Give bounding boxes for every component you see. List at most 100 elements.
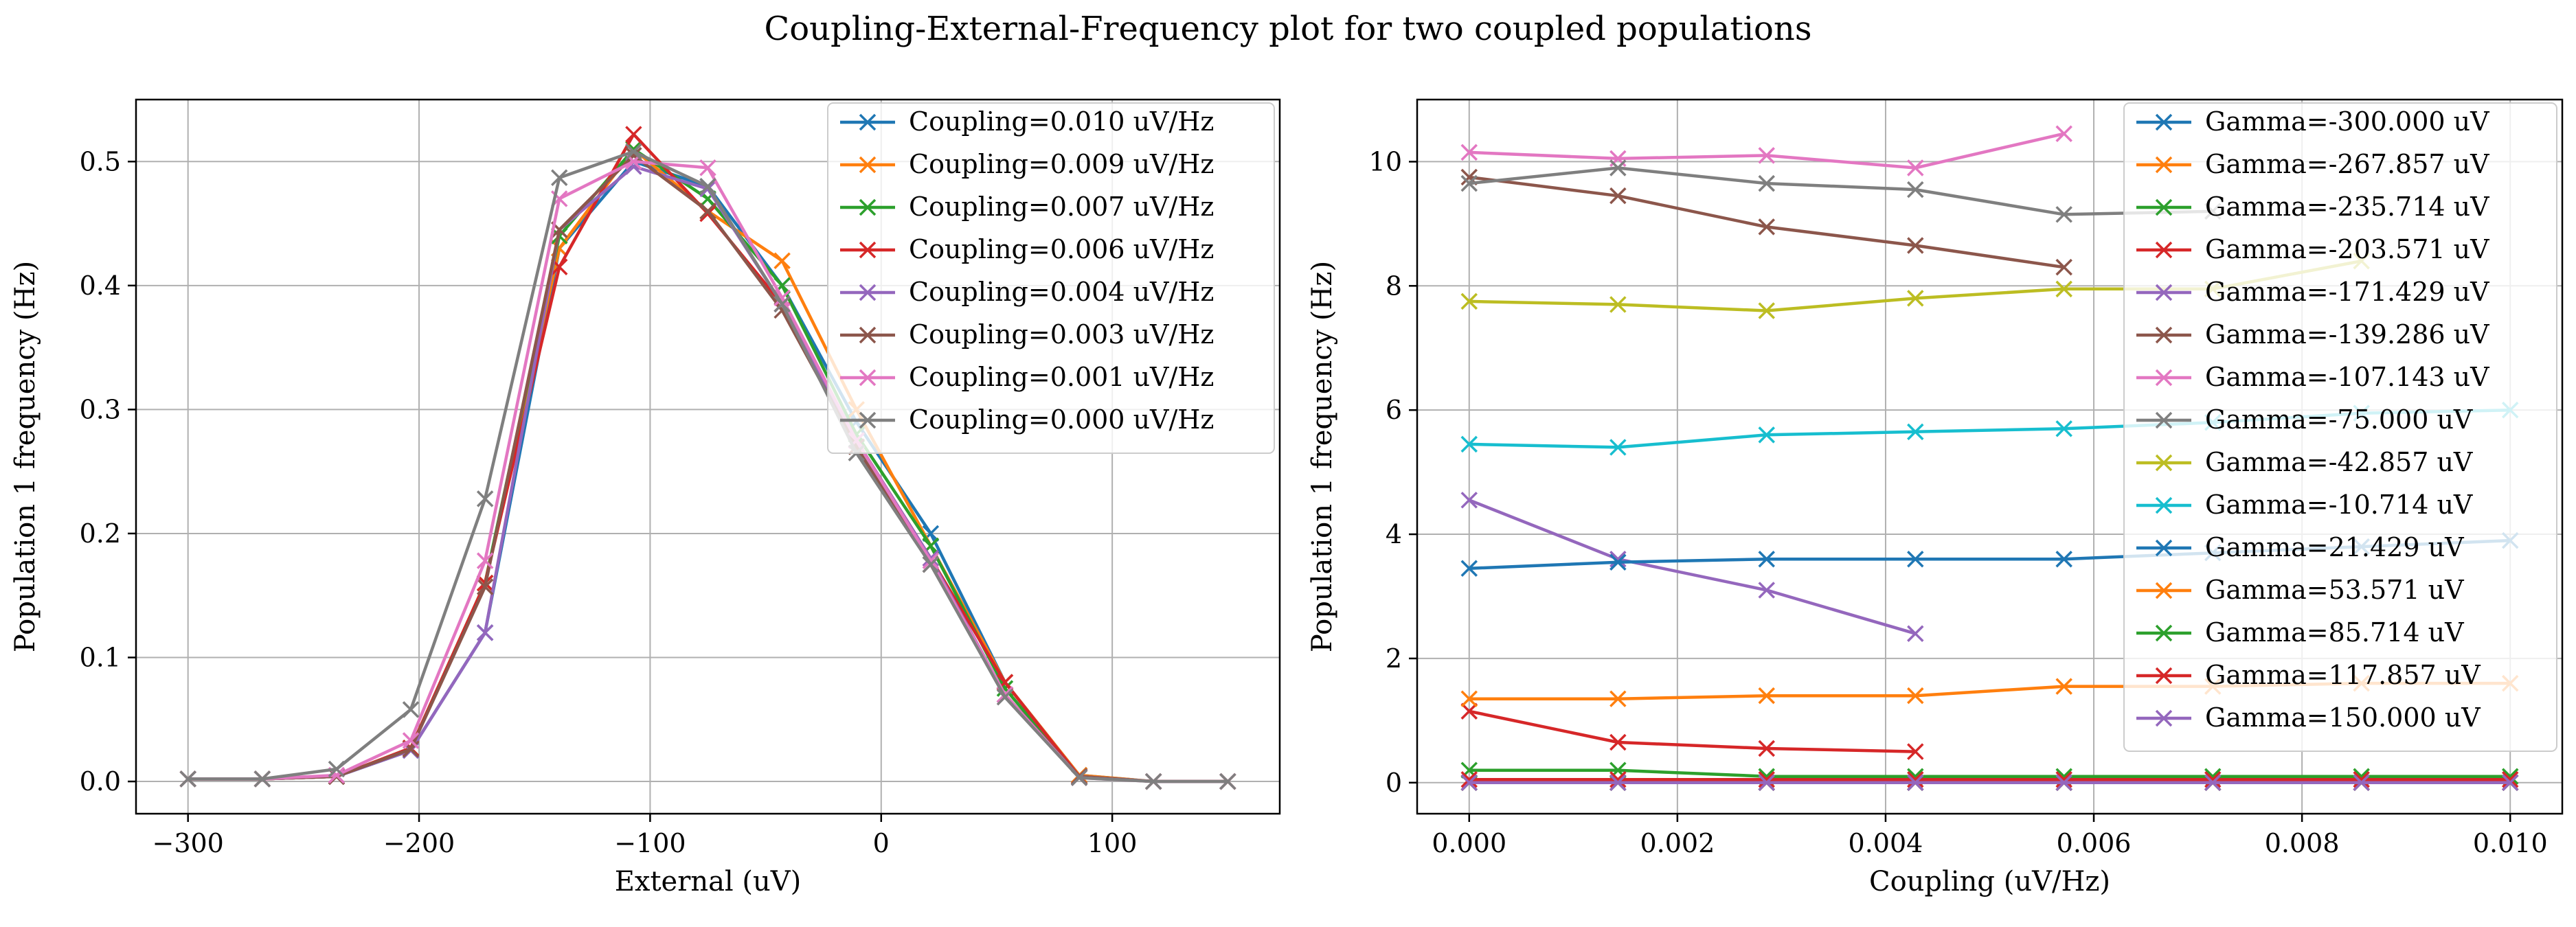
- chart1-series-4-line: [1468, 499, 1916, 635]
- chart1-series-7-point-1: [1609, 159, 1627, 176]
- chart1-series-11-point-0: [1460, 690, 1478, 707]
- chart0-legend-entry-7: Coupling=0.000 uV/Hz: [840, 404, 1214, 435]
- chart1-legend-marker-11: [2155, 582, 2173, 599]
- chart0-legend-entry-0: Coupling=0.010 uV/Hz: [840, 106, 1214, 137]
- chart1-series-4-point-0: [1460, 492, 1478, 509]
- chart1-legend-entry-2: Gamma=-235.714 uV: [2136, 192, 2489, 222]
- chart1-xtick-label-4: 0.008: [2265, 828, 2340, 858]
- chart1-series-13-point-0: [1460, 771, 1478, 788]
- chart1-series-14-point-3: [1907, 774, 1924, 792]
- chart0-xtick-label-2: −100: [614, 828, 686, 858]
- chart1-xtick-label-2: 0.004: [1849, 828, 1923, 858]
- chart0-xtick-label-4: 100: [1087, 828, 1138, 858]
- chart0-legend-marker-2: [859, 198, 877, 216]
- chart1-legend-label-8: Gamma=-42.857 uV: [2205, 447, 2473, 477]
- chart1-legend-entry-13: Gamma=117.857 uV: [2136, 660, 2481, 690]
- chart1-series-14-point-1: [1609, 774, 1627, 792]
- chart1-series-11-point-3: [1907, 687, 1924, 705]
- chart0-series-3-point-6: [625, 126, 642, 143]
- chart0-legend-entry-5: Coupling=0.003 uV/Hz: [840, 319, 1214, 350]
- chart0-legend-label-4: Coupling=0.004 uV/Hz: [909, 277, 1214, 307]
- chart1-ytick-label-1: 2: [1386, 643, 1402, 674]
- chart1-series-3-point-2: [1758, 740, 1775, 757]
- chart1-series-14-point-2: [1758, 774, 1775, 792]
- chart1-xtick-label-3: 0.006: [2057, 828, 2132, 858]
- chart1-series-9-point-0: [1460, 435, 1478, 453]
- chart1-legend-marker-5: [2155, 326, 2173, 344]
- chart1-series-11-point-1: [1609, 690, 1627, 707]
- chart0-legend: Coupling=0.010 uV/Hz Coupling=0.009 uV/Hz…: [827, 102, 1275, 454]
- chart1-series-13-point-6: [2353, 771, 2370, 788]
- chart0-series-6-point-7: [699, 159, 716, 176]
- chart1-series-14-point-5: [2204, 774, 2222, 792]
- chart1-legend-marker-9: [2155, 496, 2173, 514]
- chart1-ytick-label-0: 0: [1386, 768, 1402, 798]
- chart1-legend-marker-8: [2155, 454, 2173, 472]
- chart0-series-7-point-7: [699, 178, 716, 195]
- chart1-legend-entry-1: Gamma=-267.857 uV: [2136, 149, 2489, 179]
- chart0-legend-entry-4: Coupling=0.004 uV/Hz: [840, 277, 1214, 307]
- chart1-series-4-point-1: [1609, 550, 1627, 568]
- chart1-series-14-point-7: [2501, 774, 2519, 792]
- chart0-series-7-point-1: [253, 770, 271, 788]
- chart1-legend-label-9: Gamma=-10.714 uV: [2205, 490, 2473, 520]
- chart1-series-13-point-4: [2055, 771, 2072, 788]
- chart1-series-10-point-1: [1609, 553, 1627, 571]
- chart1-series-13: [1460, 771, 2519, 788]
- chart0-series-6-point-8: [773, 289, 791, 307]
- chart1-ylabel: Population 1 frequency (Hz): [1307, 261, 1338, 652]
- chart1-series-6-point-3: [1907, 159, 1924, 176]
- chart1-legend-label-4: Gamma=-171.429 uV: [2205, 277, 2489, 307]
- chart0-series-7-point-8: [773, 295, 791, 313]
- chart1-ytick-label-3: 6: [1386, 395, 1402, 425]
- chart0-series-7-point-12: [1070, 769, 1088, 786]
- chart1-series-7: [1460, 159, 2222, 223]
- chart1-legend-marker-12: [2155, 624, 2173, 642]
- chart0-legend-marker-3: [859, 241, 877, 259]
- chart0-xlabel: External (uV): [615, 866, 802, 897]
- chart0-legend-label-5: Coupling=0.003 uV/Hz: [909, 319, 1214, 350]
- chart1-series-6-point-4: [2055, 125, 2072, 142]
- chart0-series-7-point-10: [922, 556, 940, 573]
- chart0-legend-entry-2: Coupling=0.007 uV/Hz: [840, 192, 1214, 222]
- chart0-legend-marker-4: [859, 284, 877, 301]
- chart0-ytick-label-4: 0.4: [80, 271, 121, 301]
- chart1-series-13-point-1: [1609, 771, 1627, 788]
- chart1-ytick-label-4: 8: [1386, 271, 1402, 301]
- chart0-series-7-point-6: [625, 143, 642, 161]
- chart0-legend-box: [827, 102, 1275, 454]
- chart1-series-11-point-2: [1758, 687, 1775, 705]
- chart1-series-10-point-3: [1907, 550, 1924, 568]
- chart1-legend-label-11: Gamma=53.571 uV: [2205, 575, 2464, 605]
- chart0-legend-label-3: Coupling=0.006 uV/Hz: [909, 234, 1214, 264]
- chart1-legend-entry-14: Gamma=150.000 uV: [2136, 702, 2481, 733]
- chart1-legend-box: [2123, 102, 2557, 752]
- chart0-legend-label-2: Coupling=0.007 uV/Hz: [909, 192, 1214, 222]
- chart1-series-14: [1460, 774, 2519, 792]
- chart1-xtick-label-5: 0.010: [2473, 828, 2548, 858]
- chart0-ytick-label-3: 0.3: [80, 394, 121, 424]
- chart0-series-7-point-11: [996, 689, 1014, 706]
- chart1-series-9-point-2: [1758, 426, 1775, 444]
- chart1-series-9-point-1: [1609, 439, 1627, 456]
- chart1-series-3: [1460, 702, 1924, 760]
- chart1-legend-label-10: Gamma=21.429 uV: [2205, 532, 2464, 562]
- chart1-series-3-line: [1469, 709, 1916, 753]
- chart1-legend-marker-7: [2155, 411, 2173, 429]
- chart0-series-7-point-0: [179, 770, 196, 788]
- chart1-series-3-point-0: [1460, 702, 1478, 720]
- chart1-series-7-point-3: [1907, 181, 1924, 198]
- chart1-series-5-point-1: [1609, 187, 1627, 205]
- chart0-legend-label-7: Coupling=0.000 uV/Hz: [909, 404, 1214, 435]
- chart1-legend-marker-14: [2155, 709, 2173, 727]
- chart1-series-14-point-0: [1460, 774, 1478, 792]
- figure-title: Coupling-External-Frequency plot for two…: [764, 10, 1812, 48]
- chart1-legend-label-0: Gamma=-300.000 uV: [2205, 106, 2489, 137]
- chart0-series-5-point-6: [625, 147, 642, 164]
- chart0-legend-label-6: Coupling=0.001 uV/Hz: [909, 362, 1214, 392]
- chart1-legend-marker-13: [2155, 667, 2173, 685]
- chart1-legend-entry-11: Gamma=53.571 uV: [2136, 575, 2464, 605]
- chart1-legend-entry-7: Gamma=-75.000 uV: [2136, 404, 2473, 435]
- chart1-series-7-point-0: [1460, 174, 1478, 192]
